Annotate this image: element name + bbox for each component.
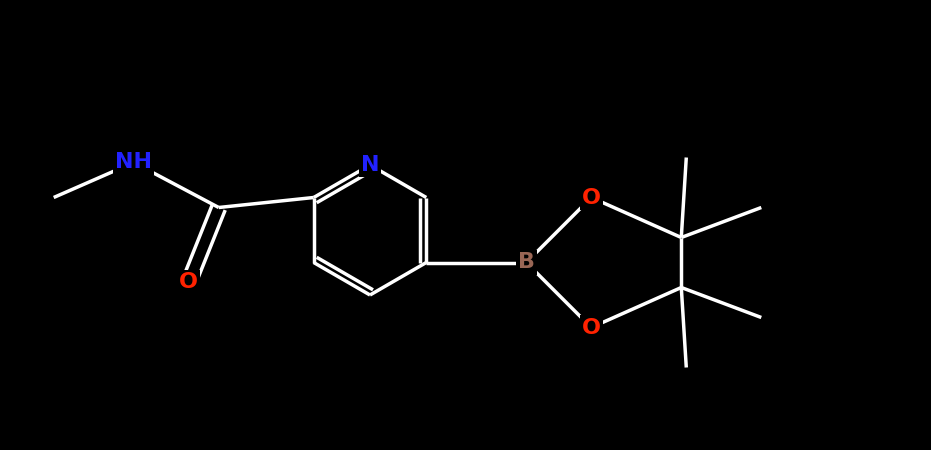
Text: NH: NH xyxy=(115,153,152,172)
Text: O: O xyxy=(179,273,198,292)
Text: O: O xyxy=(582,188,600,207)
Text: N: N xyxy=(360,155,379,175)
Text: B: B xyxy=(518,252,534,273)
Text: O: O xyxy=(582,318,600,338)
